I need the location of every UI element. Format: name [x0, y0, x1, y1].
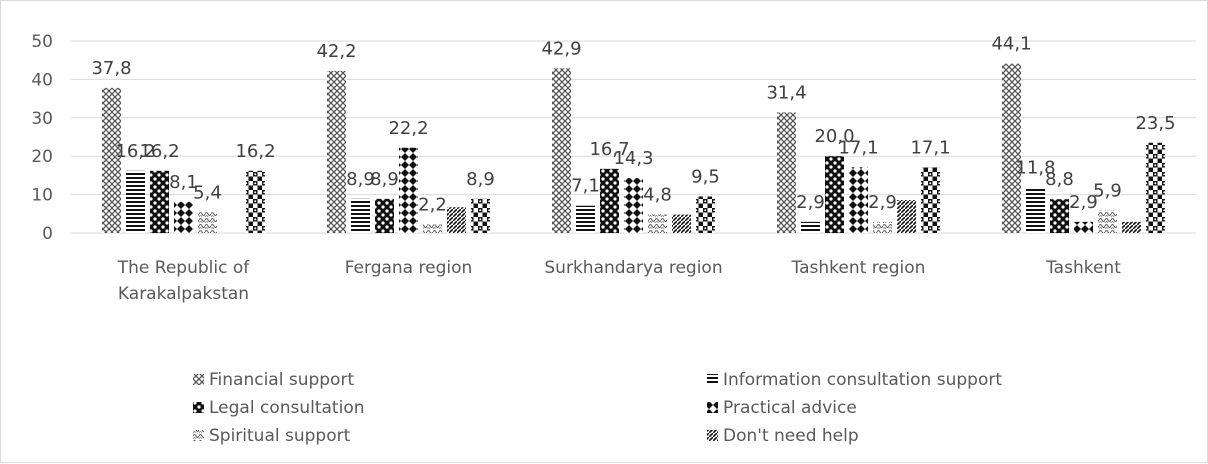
bar — [1026, 187, 1045, 233]
data-label: 14,3 — [613, 148, 653, 169]
y-tick-label: 30 — [31, 109, 53, 129]
bars — [102, 63, 1165, 234]
legend-label: Don't need help — [723, 426, 859, 446]
bar — [375, 198, 394, 233]
data-label: 2,9 — [796, 192, 825, 213]
data-label: 5,4 — [193, 182, 222, 203]
bar — [174, 201, 193, 233]
x-tick-label: The Republic of Karakalpakstan — [117, 258, 250, 304]
bar — [849, 167, 868, 233]
bar — [102, 87, 121, 234]
data-label: 23,5 — [1135, 113, 1175, 134]
bar — [198, 212, 217, 233]
legend-label: Information consultation support — [723, 370, 1002, 390]
bar — [672, 214, 691, 233]
bar — [624, 178, 643, 233]
legend-label: Financial support — [209, 370, 354, 390]
data-label: 9,5 — [691, 167, 720, 188]
legend-label: Legal consultation — [209, 398, 365, 418]
bar — [471, 198, 490, 233]
data-label: 22,2 — [388, 118, 428, 139]
data-label: 16,2 — [115, 141, 155, 162]
bar — [327, 70, 346, 234]
data-label: 5,9 — [1093, 180, 1122, 201]
legend: Financial support Information consultatio… — [193, 370, 1002, 446]
legend-swatch — [193, 402, 204, 413]
data-label: 2,9 — [868, 192, 897, 213]
data-label: 8,9 — [370, 169, 399, 190]
bar — [399, 147, 418, 233]
bar — [150, 170, 169, 233]
y-tick-label: 20 — [31, 147, 53, 167]
data-label: 8,9 — [466, 169, 495, 190]
y-axis: 0 10 20 30 40 50 — [31, 32, 53, 244]
bar — [1098, 210, 1117, 233]
data-label: 16,7 — [589, 139, 629, 160]
legend-label: Practical advice — [723, 398, 857, 418]
data-label: 8,8 — [1045, 169, 1074, 190]
y-tick-label: 0 — [42, 224, 53, 244]
legend-swatch — [193, 374, 204, 385]
legend-swatch — [707, 402, 718, 413]
data-label: 7,1 — [571, 176, 600, 197]
data-label: 16,2 — [139, 141, 179, 162]
y-tick-label: 10 — [31, 186, 53, 206]
bar — [777, 112, 796, 233]
bar — [1002, 63, 1021, 233]
data-label: 11,8 — [1015, 158, 1055, 179]
data-label: 42,9 — [541, 38, 581, 59]
bar — [552, 68, 571, 233]
bar — [447, 207, 466, 233]
x-tick-label: Surkhandarya region — [544, 258, 722, 278]
data-label: 2,2 — [418, 195, 447, 216]
data-labels: 37,8 42,2 42,9 31,4 44,1 16,2 8,9 7,1 2,9 11,8 16,… — [91, 34, 1175, 216]
data-label: 37,8 — [91, 58, 131, 79]
data-label: 8,9 — [346, 169, 375, 190]
bar — [1146, 142, 1165, 233]
data-label: 44,1 — [991, 34, 1031, 55]
bar — [576, 205, 595, 233]
bar — [801, 221, 820, 233]
data-label: 16,2 — [235, 141, 275, 162]
bar — [1050, 199, 1069, 233]
x-axis: The Republic of Karakalpakstan Fergana reg… — [117, 258, 1121, 304]
data-label: 8,1 — [169, 172, 198, 193]
x-tick-label: Fergana region — [345, 258, 473, 278]
bar — [921, 167, 940, 233]
bar — [246, 170, 265, 233]
legend-swatch — [707, 374, 718, 385]
x-tick-label: Tashkent — [1045, 258, 1121, 278]
bar — [648, 214, 667, 233]
data-label: 2,9 — [1069, 192, 1098, 213]
data-label: 20,0 — [814, 126, 854, 147]
bar — [126, 170, 145, 233]
bar — [897, 199, 916, 233]
data-label: 4,8 — [643, 185, 672, 206]
bar — [423, 224, 442, 233]
bar — [873, 221, 892, 233]
x-tick-label: Tashkent region — [791, 258, 926, 278]
bar — [1122, 221, 1141, 233]
bar — [696, 196, 715, 233]
data-label: 31,4 — [766, 82, 806, 103]
bar — [1074, 221, 1093, 233]
data-label: 42,2 — [316, 41, 356, 62]
legend-label: Spiritual support — [209, 426, 351, 446]
data-label: 17,1 — [910, 137, 950, 158]
y-tick-label: 50 — [31, 32, 53, 52]
legend-swatch — [193, 430, 204, 441]
bar — [600, 168, 619, 233]
bar — [825, 156, 844, 233]
y-tick-label: 40 — [31, 70, 53, 90]
legend-swatch — [707, 430, 718, 441]
bar — [351, 198, 370, 233]
data-label: 17,1 — [838, 137, 878, 158]
